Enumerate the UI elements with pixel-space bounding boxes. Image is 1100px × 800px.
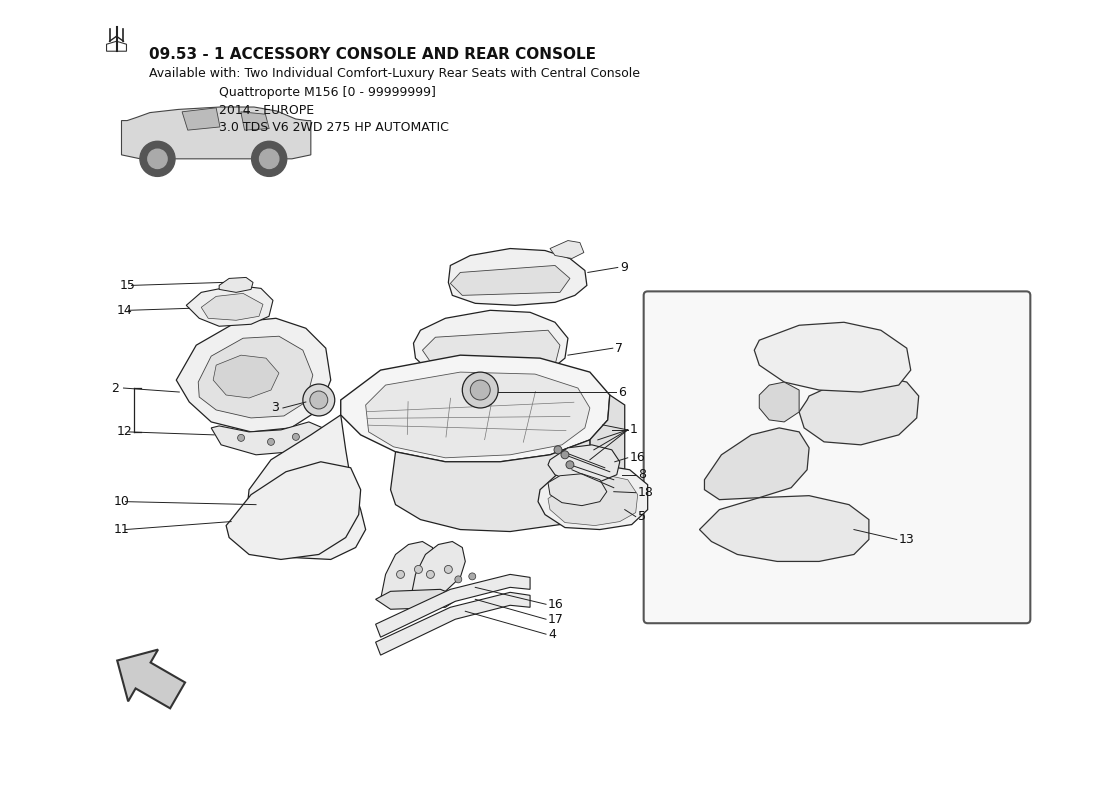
Text: 1: 1 bbox=[629, 423, 638, 436]
Text: Quattroporte M156 [0 - 99999999]: Quattroporte M156 [0 - 99999999] bbox=[219, 86, 436, 98]
Polygon shape bbox=[548, 474, 638, 526]
Text: 5: 5 bbox=[638, 510, 646, 523]
Circle shape bbox=[415, 566, 422, 574]
Circle shape bbox=[444, 566, 452, 574]
Text: 18: 18 bbox=[638, 486, 653, 499]
Polygon shape bbox=[799, 376, 918, 445]
Text: 2014 - EUROPE: 2014 - EUROPE bbox=[219, 103, 315, 117]
Polygon shape bbox=[118, 650, 185, 708]
Circle shape bbox=[140, 142, 175, 176]
Polygon shape bbox=[121, 107, 311, 159]
Polygon shape bbox=[375, 592, 530, 655]
Text: Available with: Two Individual Comfort-Luxury Rear Seats with Central Console: Available with: Two Individual Comfort-L… bbox=[150, 66, 640, 80]
Text: 16: 16 bbox=[629, 451, 646, 464]
Polygon shape bbox=[211, 422, 322, 455]
Polygon shape bbox=[381, 542, 436, 599]
Polygon shape bbox=[341, 355, 609, 462]
Text: 14: 14 bbox=[117, 304, 132, 317]
Circle shape bbox=[147, 149, 167, 169]
Polygon shape bbox=[759, 382, 799, 422]
Text: 10: 10 bbox=[113, 495, 130, 508]
Polygon shape bbox=[548, 445, 619, 482]
FancyBboxPatch shape bbox=[644, 291, 1031, 623]
Polygon shape bbox=[375, 590, 460, 610]
Polygon shape bbox=[410, 542, 465, 599]
Circle shape bbox=[267, 438, 275, 446]
Circle shape bbox=[561, 451, 569, 458]
Circle shape bbox=[471, 380, 491, 400]
Polygon shape bbox=[548, 474, 607, 506]
Text: 17: 17 bbox=[548, 613, 564, 626]
Polygon shape bbox=[414, 310, 568, 380]
Polygon shape bbox=[227, 462, 361, 559]
Polygon shape bbox=[183, 108, 220, 130]
Polygon shape bbox=[241, 112, 270, 130]
Text: 6: 6 bbox=[618, 386, 626, 398]
Circle shape bbox=[454, 576, 462, 583]
Polygon shape bbox=[246, 415, 365, 559]
Polygon shape bbox=[590, 395, 625, 514]
Polygon shape bbox=[704, 428, 810, 500]
Text: 8: 8 bbox=[638, 468, 646, 482]
Text: 09.53 - 1 ACCESSORY CONSOLE AND REAR CONSOLE: 09.53 - 1 ACCESSORY CONSOLE AND REAR CON… bbox=[150, 46, 596, 62]
Circle shape bbox=[565, 461, 574, 469]
Polygon shape bbox=[365, 372, 590, 458]
Polygon shape bbox=[186, 286, 273, 326]
Circle shape bbox=[293, 434, 299, 440]
Circle shape bbox=[427, 570, 434, 578]
Polygon shape bbox=[449, 249, 587, 306]
Circle shape bbox=[554, 446, 562, 454]
Polygon shape bbox=[375, 574, 530, 637]
Text: 3: 3 bbox=[271, 402, 278, 414]
Text: 7: 7 bbox=[615, 342, 623, 354]
Polygon shape bbox=[198, 336, 312, 418]
Text: 11: 11 bbox=[113, 523, 130, 536]
Circle shape bbox=[302, 384, 334, 416]
Polygon shape bbox=[422, 330, 560, 374]
Polygon shape bbox=[550, 241, 584, 258]
Text: 16: 16 bbox=[548, 598, 564, 610]
Circle shape bbox=[260, 149, 278, 169]
Text: 9: 9 bbox=[619, 261, 628, 274]
Text: 13: 13 bbox=[899, 533, 914, 546]
Polygon shape bbox=[201, 294, 263, 320]
Text: 15: 15 bbox=[120, 279, 135, 292]
Circle shape bbox=[252, 142, 287, 176]
Circle shape bbox=[310, 391, 328, 409]
Polygon shape bbox=[700, 496, 869, 562]
Polygon shape bbox=[450, 266, 570, 295]
Text: 3.0 TDS V6 2WD 275 HP AUTOMATIC: 3.0 TDS V6 2WD 275 HP AUTOMATIC bbox=[219, 122, 449, 134]
Text: 4: 4 bbox=[548, 628, 556, 641]
Polygon shape bbox=[213, 355, 279, 398]
Text: 12: 12 bbox=[117, 426, 132, 438]
Circle shape bbox=[396, 570, 405, 578]
Circle shape bbox=[238, 434, 244, 442]
Polygon shape bbox=[755, 322, 911, 392]
Polygon shape bbox=[219, 278, 253, 292]
Polygon shape bbox=[176, 318, 331, 432]
Polygon shape bbox=[538, 465, 648, 530]
Polygon shape bbox=[390, 440, 590, 531]
Circle shape bbox=[469, 573, 476, 580]
Circle shape bbox=[462, 372, 498, 408]
Text: 2: 2 bbox=[111, 382, 120, 394]
